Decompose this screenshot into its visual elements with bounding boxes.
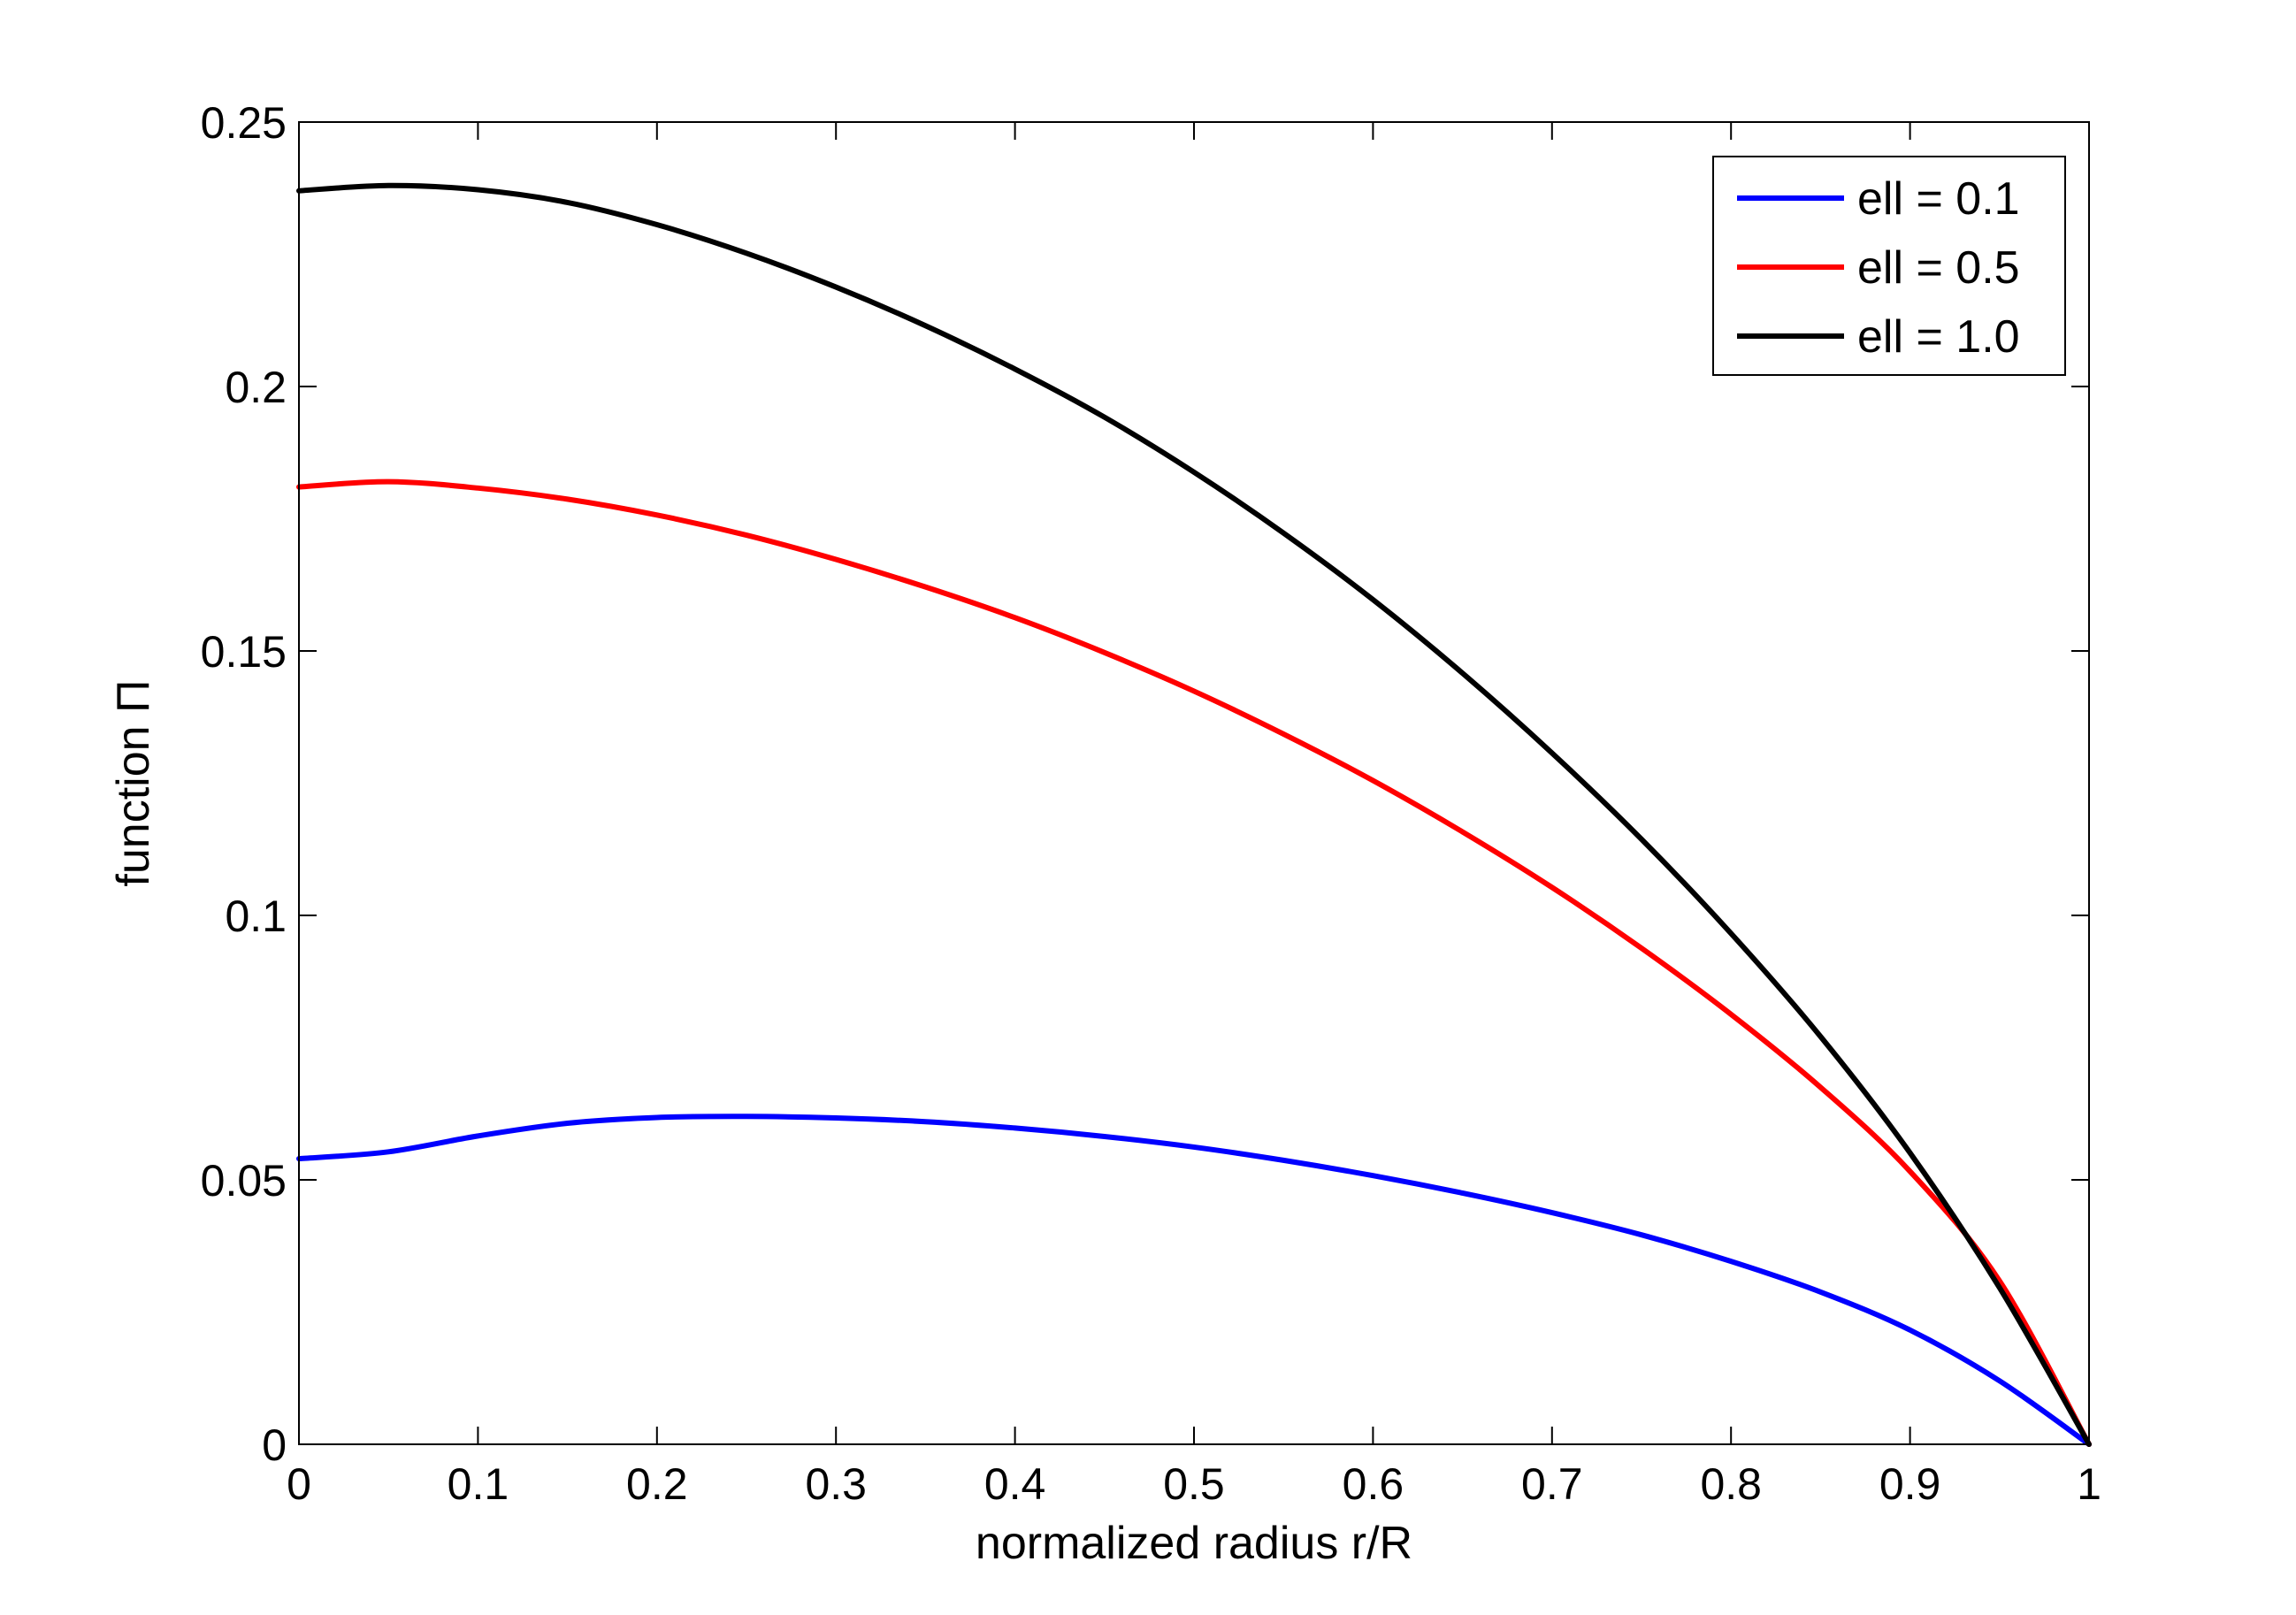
x-tick-label: 0.8	[1700, 1459, 1762, 1509]
x-tick-label: 1	[2077, 1459, 2101, 1509]
x-tick-label: 0.4	[984, 1459, 1046, 1509]
x-tick-label: 0.3	[805, 1459, 867, 1509]
x-tick-label: 0.1	[448, 1459, 509, 1509]
x-tick-label: 0.5	[1163, 1459, 1225, 1509]
x-tick-label: 0	[287, 1459, 311, 1509]
x-tick-label: 0.2	[626, 1459, 688, 1509]
series-line-1	[296, 1114, 2092, 1447]
y-tick-label: 0	[262, 1420, 287, 1470]
y-tick-label: 0.1	[225, 892, 287, 941]
axes-box	[298, 121, 2090, 1445]
y-axis-label: function Π	[108, 679, 159, 886]
legend-label-2: ell = 0.5	[1857, 242, 2020, 294]
x-tick-label: 0.6	[1343, 1459, 1404, 1509]
legend-label-3: ell = 1.0	[1857, 311, 2020, 363]
series-line-2	[296, 478, 2092, 1447]
x-tick-label: 0.7	[1521, 1459, 1583, 1509]
y-tick-label: 0.15	[201, 627, 287, 677]
y-tick-label: 0.05	[201, 1156, 287, 1206]
series-line-3	[296, 182, 2092, 1447]
legend-label-1: ell = 0.1	[1857, 173, 2020, 225]
legend: ell = 0.1 ell = 0.5 ell = 1.0	[1712, 156, 2066, 376]
ticks-layer: 0 0.1 0.2 0.3 0.4 0.5 0.6 0.7 0.8 0.9 1 0 0.05 0.1 0.1…	[201, 98, 2101, 1509]
y-tick-label: 0.2	[225, 363, 287, 412]
series-layer	[296, 182, 2092, 1447]
x-axis-label: normalized radius r/R	[976, 1518, 1412, 1569]
y-tick-label: 0.25	[201, 98, 287, 148]
x-tick-label: 0.9	[1879, 1459, 1941, 1509]
